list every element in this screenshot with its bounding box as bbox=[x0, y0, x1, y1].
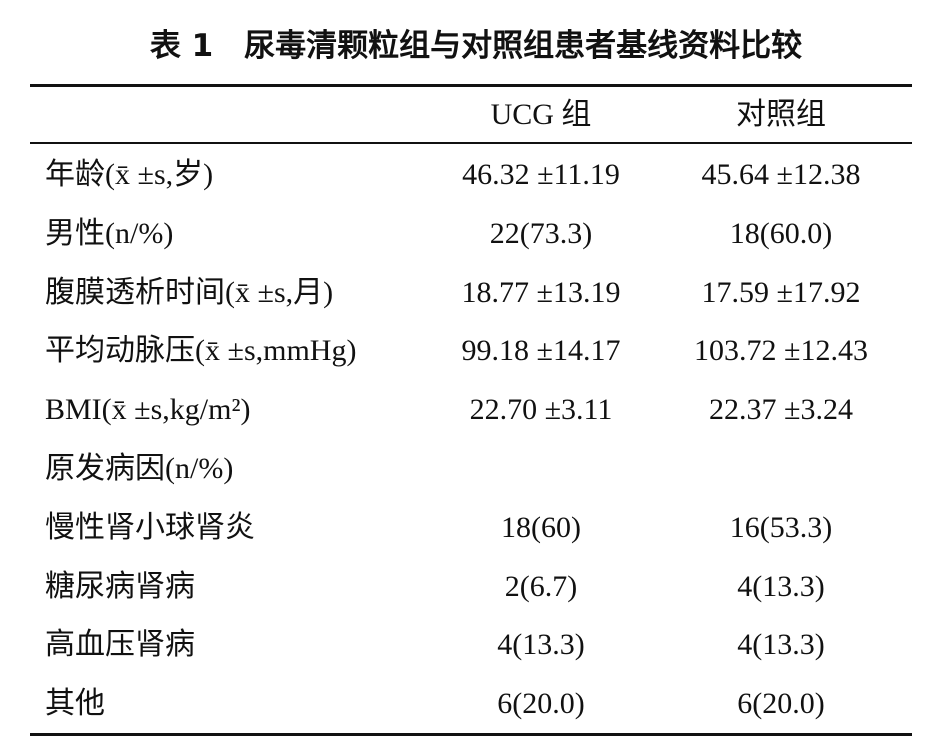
header-rule bbox=[30, 142, 912, 144]
row-label: 高血压肾病 bbox=[45, 628, 195, 662]
row-label: 其他 bbox=[45, 687, 105, 721]
bottom-rule bbox=[30, 733, 912, 736]
cell: 18(60.0) bbox=[729, 216, 833, 250]
cell: 45.64 ±12.38 bbox=[701, 158, 861, 191]
cell: 46.32 ±11.19 bbox=[462, 158, 620, 191]
row-label: 糖尿病肾病 bbox=[45, 569, 195, 603]
row-label: 腹膜透析时间(x̄ ±s,月) bbox=[45, 275, 334, 309]
row-label: 男性(n/%) bbox=[45, 216, 174, 250]
column-header: UCG 组 bbox=[490, 98, 592, 131]
cell: 103.72 ±12.43 bbox=[694, 334, 868, 368]
cell: 22.70 ±3.11 bbox=[469, 393, 613, 427]
cell: 17.59 ±17.92 bbox=[701, 275, 861, 309]
row-label: BMI(x̄ ±s,kg/m²) bbox=[45, 393, 251, 427]
cell: 2(6.7) bbox=[504, 569, 578, 603]
cell: 18.77 ±13.19 bbox=[461, 275, 621, 309]
row-label: 年龄(x̄ ±s,岁) bbox=[45, 158, 214, 191]
cell: 22(73.3) bbox=[489, 216, 593, 250]
table-title: 表 1 尿毒清颗粒组与对照组患者基线资料比较 bbox=[149, 28, 803, 64]
row-label: 原发病因(n/%) bbox=[45, 452, 234, 485]
row-label: 慢性肾小球肾炎 bbox=[45, 510, 255, 544]
cell: 4(13.3) bbox=[737, 628, 825, 662]
cell: 99.18 ±14.17 bbox=[461, 334, 621, 368]
cell: 16(53.3) bbox=[729, 510, 833, 544]
cell: 4(13.3) bbox=[497, 628, 585, 662]
cell: 22.37 ±3.24 bbox=[709, 393, 853, 427]
cell: 18(60) bbox=[501, 510, 581, 544]
row-label: 平均动脉压(x̄ ±s,mmHg) bbox=[45, 334, 357, 368]
cell: 6(20.0) bbox=[497, 687, 585, 721]
cell: 4(13.3) bbox=[737, 569, 825, 603]
column-header: 对照组 bbox=[736, 98, 826, 131]
top-rule bbox=[30, 84, 912, 87]
cell: 6(20.0) bbox=[737, 687, 825, 721]
